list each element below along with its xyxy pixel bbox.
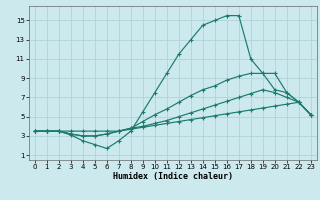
X-axis label: Humidex (Indice chaleur): Humidex (Indice chaleur): [113, 172, 233, 181]
